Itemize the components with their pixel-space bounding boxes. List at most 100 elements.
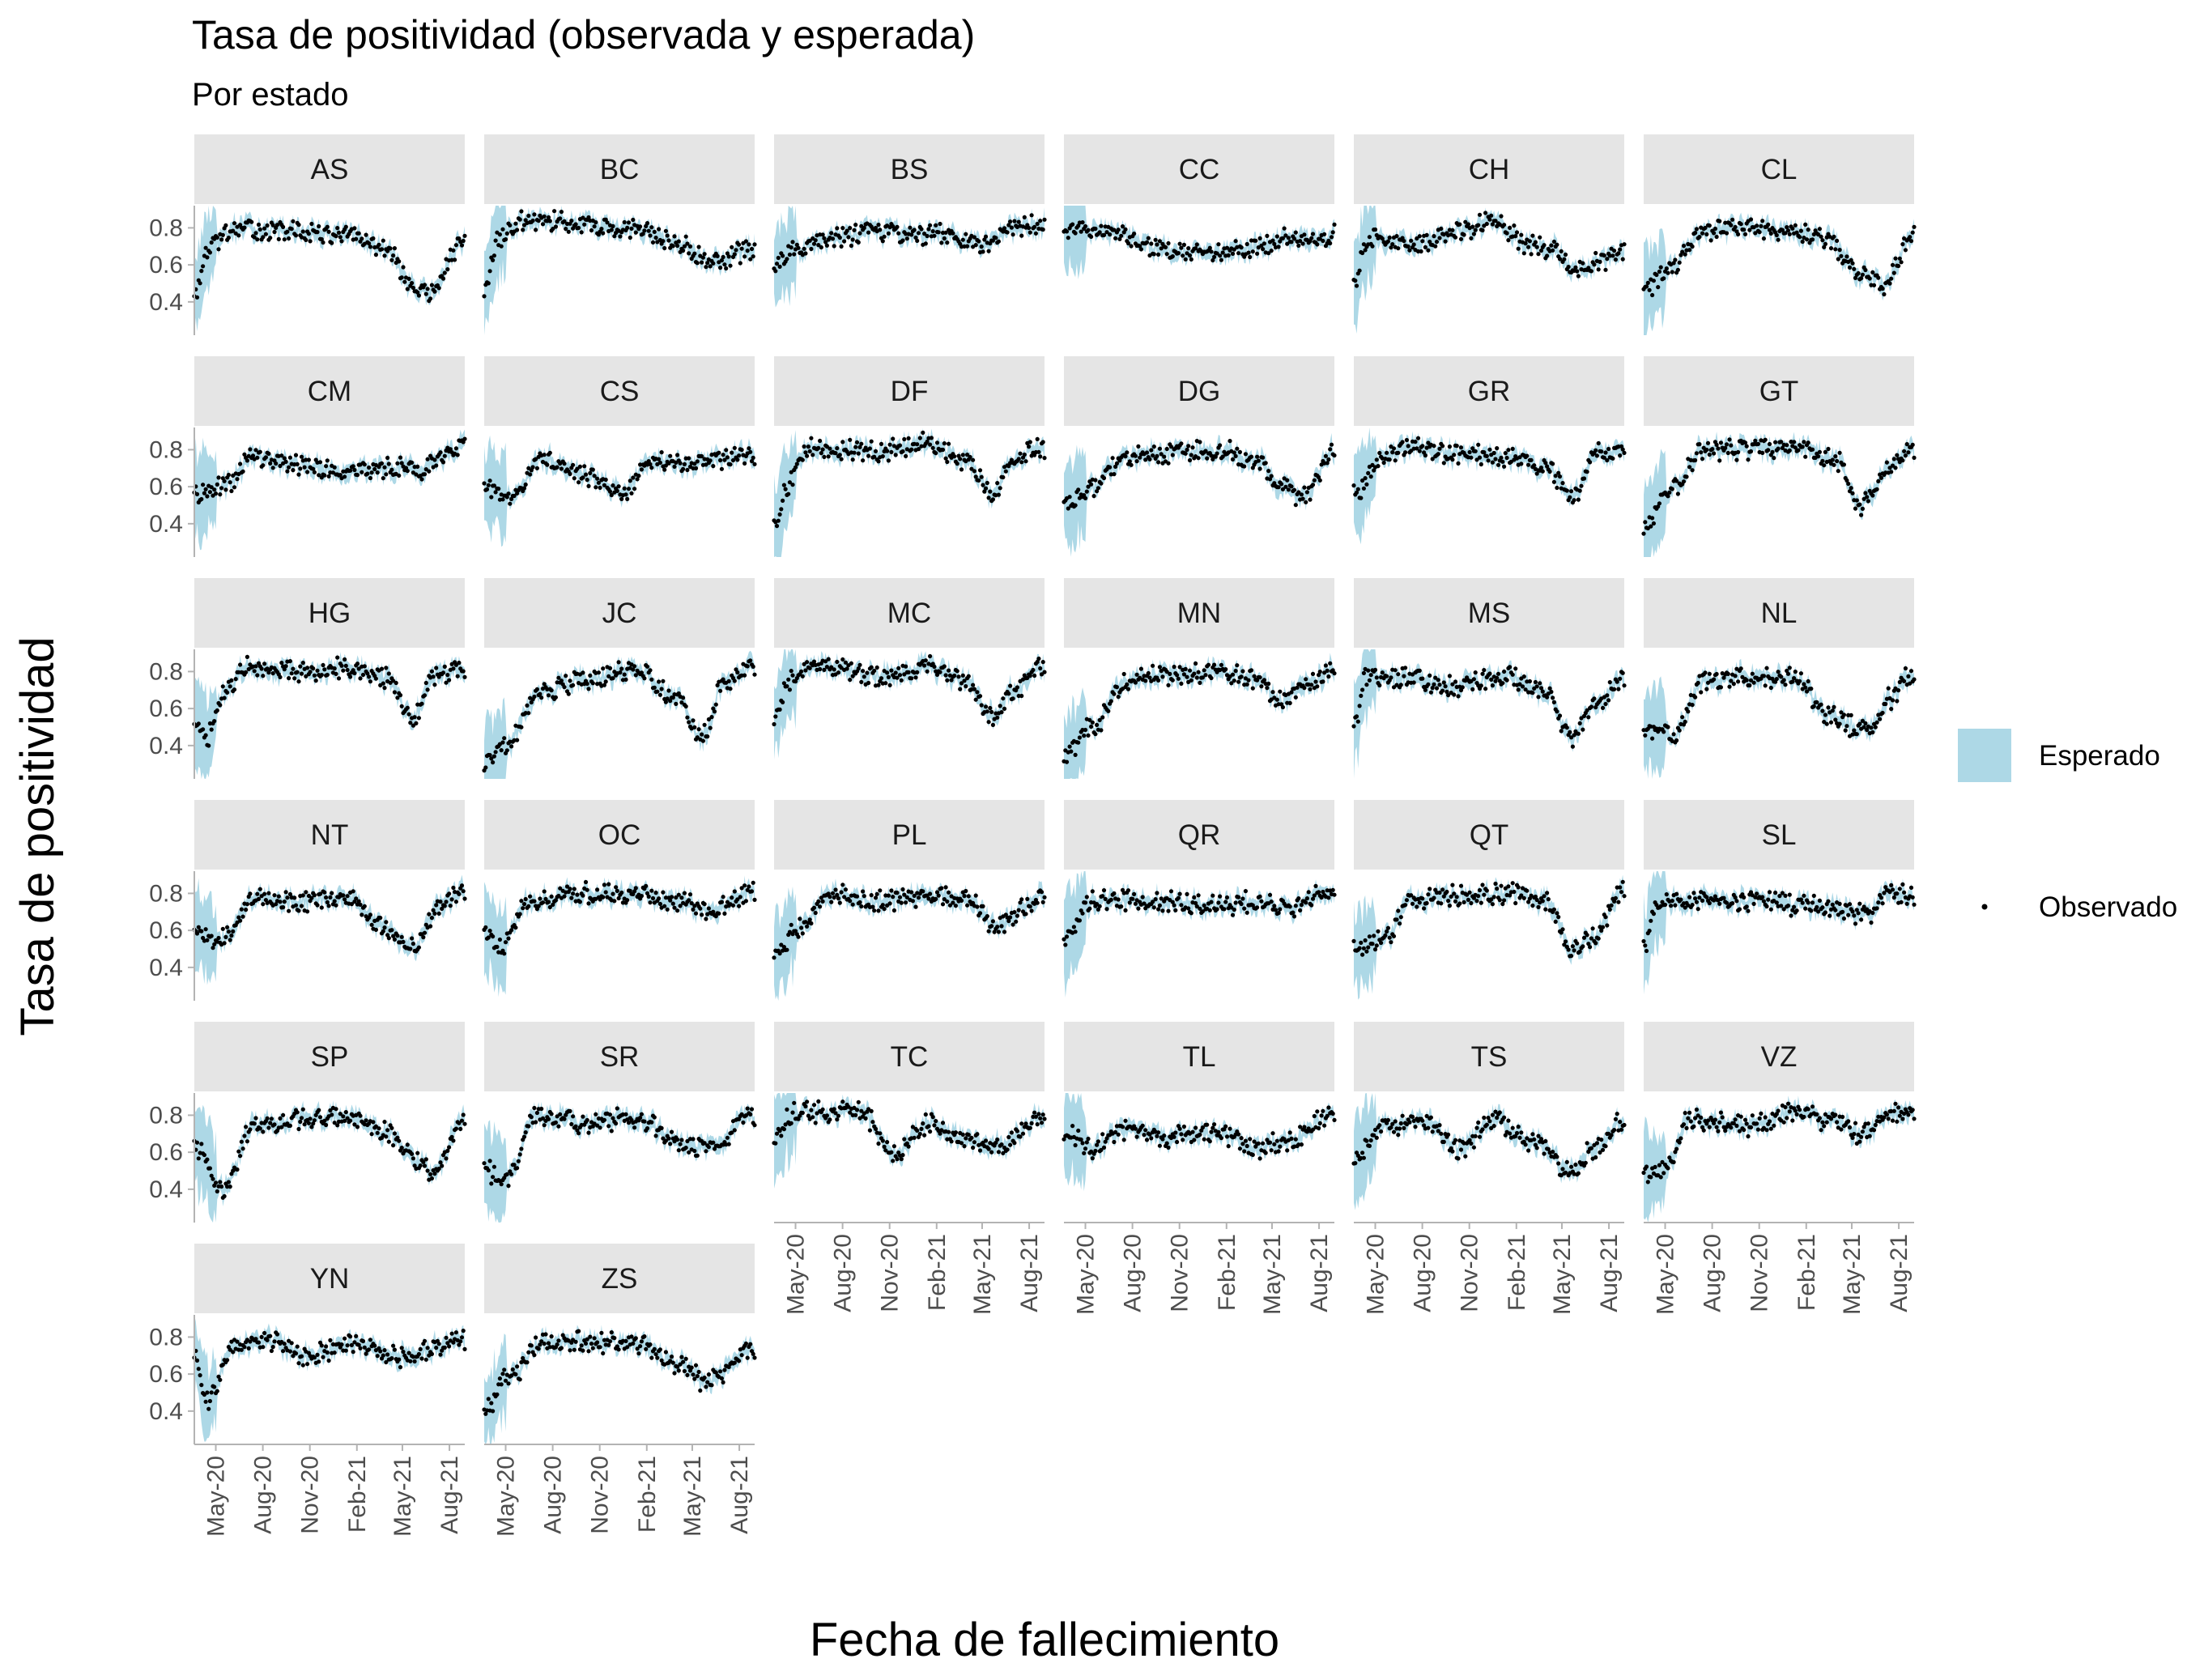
observed-point bbox=[1433, 244, 1438, 249]
observed-point bbox=[1419, 249, 1423, 254]
observed-point bbox=[832, 244, 836, 249]
observed-point bbox=[386, 936, 391, 941]
observed-point bbox=[869, 439, 874, 444]
observed-point bbox=[461, 440, 466, 444]
observed-point bbox=[1620, 447, 1625, 452]
observed-point bbox=[429, 1176, 435, 1181]
observed-point bbox=[1815, 904, 1819, 910]
observed-point bbox=[777, 264, 782, 269]
observed-point bbox=[351, 889, 355, 894]
observed-point bbox=[1312, 893, 1317, 898]
observed-point bbox=[1525, 453, 1530, 458]
observed-point bbox=[553, 695, 559, 700]
observed-point bbox=[850, 237, 855, 242]
observed-point bbox=[1731, 682, 1736, 687]
observed-point bbox=[405, 287, 410, 291]
observed-point bbox=[502, 951, 507, 956]
observed-point bbox=[691, 907, 696, 912]
observed-point bbox=[232, 687, 237, 692]
observed-point bbox=[1622, 683, 1627, 688]
observed-point bbox=[445, 673, 450, 678]
observed-point bbox=[622, 486, 627, 491]
observed-point bbox=[1693, 231, 1698, 236]
observed-point bbox=[1177, 891, 1182, 896]
observed-point bbox=[1681, 479, 1687, 484]
observed-point bbox=[745, 664, 750, 669]
observed-point bbox=[1854, 732, 1859, 737]
observed-point bbox=[1753, 231, 1758, 236]
observed-point bbox=[1727, 684, 1732, 689]
expected-band bbox=[774, 878, 1045, 1001]
observed-point bbox=[1246, 678, 1251, 683]
observed-point bbox=[1083, 727, 1088, 733]
observed-point bbox=[722, 457, 727, 462]
observed-point bbox=[730, 245, 734, 249]
strip-bg bbox=[1354, 356, 1624, 426]
observed-point bbox=[1239, 245, 1244, 250]
observed-point bbox=[1900, 242, 1905, 247]
y-tick-label: 0.4 bbox=[149, 511, 183, 538]
observed-point bbox=[1187, 668, 1193, 673]
observed-point bbox=[1592, 696, 1597, 701]
observed-point bbox=[1534, 897, 1539, 903]
observed-point bbox=[1832, 462, 1836, 467]
observed-point bbox=[451, 1138, 456, 1143]
observed-point bbox=[818, 666, 823, 672]
observed-point bbox=[618, 234, 623, 239]
observed-point bbox=[287, 455, 292, 460]
observed-point bbox=[1002, 226, 1007, 231]
observed-point bbox=[1560, 927, 1565, 932]
observed-point bbox=[1015, 685, 1019, 690]
observed-point bbox=[738, 261, 742, 266]
observed-point bbox=[1551, 907, 1556, 912]
observed-point bbox=[1293, 695, 1298, 700]
observed-point bbox=[789, 245, 794, 250]
observed-point bbox=[521, 906, 525, 911]
observed-point bbox=[803, 668, 808, 673]
observed-point bbox=[1121, 671, 1126, 677]
observed-point bbox=[1415, 236, 1419, 241]
observed-point bbox=[1242, 906, 1247, 911]
observed-point bbox=[1434, 686, 1440, 691]
observed-point bbox=[1226, 253, 1231, 257]
observed-point bbox=[1157, 446, 1162, 451]
observed-point bbox=[305, 909, 310, 914]
observed-point bbox=[1076, 223, 1081, 228]
observed-point bbox=[1457, 222, 1462, 227]
observed-point bbox=[1426, 248, 1431, 253]
observed-point bbox=[1302, 485, 1307, 490]
observed-point bbox=[334, 671, 338, 677]
y-tick-label: 0.6 bbox=[149, 917, 183, 944]
observed-point bbox=[462, 436, 467, 441]
observed-point bbox=[1897, 256, 1902, 261]
observed-point bbox=[990, 238, 995, 243]
observed-point bbox=[1792, 676, 1797, 681]
observed-point bbox=[389, 467, 394, 472]
observed-point bbox=[811, 905, 817, 910]
observed-point bbox=[491, 257, 496, 262]
observed-point bbox=[530, 465, 535, 470]
observed-point bbox=[270, 466, 275, 470]
observed-point bbox=[1607, 907, 1612, 912]
observed-point bbox=[1236, 895, 1241, 900]
observed-point bbox=[606, 674, 611, 678]
observed-point bbox=[1679, 253, 1683, 257]
observed-point bbox=[1090, 889, 1095, 894]
observed-point bbox=[728, 263, 733, 268]
observed-point bbox=[257, 449, 262, 454]
observed-point bbox=[558, 1112, 563, 1116]
observed-point bbox=[1040, 660, 1045, 665]
observed-point bbox=[1313, 679, 1318, 684]
observed-point bbox=[1087, 717, 1092, 722]
observed-point bbox=[371, 1120, 376, 1125]
observed-point bbox=[334, 903, 338, 908]
observed-point bbox=[312, 1118, 317, 1123]
observed-point bbox=[330, 240, 334, 245]
observed-point bbox=[682, 891, 687, 895]
observed-point bbox=[391, 253, 396, 258]
observed-point bbox=[866, 453, 871, 458]
observed-point bbox=[1366, 470, 1371, 476]
observed-point bbox=[268, 461, 273, 466]
observed-point bbox=[422, 930, 428, 935]
observed-point bbox=[1207, 908, 1212, 912]
